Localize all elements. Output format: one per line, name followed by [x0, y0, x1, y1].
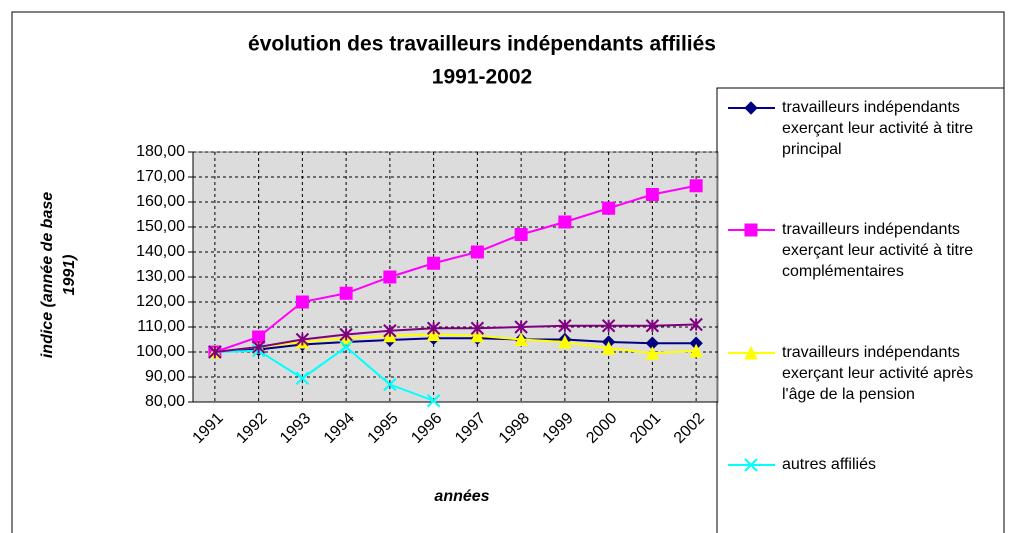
series-line: [214, 323, 697, 353]
marker: [645, 319, 660, 333]
marker: [470, 328, 485, 343]
legend-label: travailleurs indépendants exerçant leur …: [782, 344, 974, 403]
marker: [689, 179, 703, 193]
y-tick-label: 170,00: [136, 168, 185, 185]
marker: [383, 324, 397, 338]
y-tick-label: 130,00: [136, 268, 185, 285]
y-tick-label: 140,00: [136, 243, 185, 260]
marker: [645, 188, 659, 201]
marker: [383, 377, 397, 392]
marker: [383, 270, 397, 284]
series-line: [214, 184, 697, 353]
marker: [426, 321, 441, 335]
legend-marker: [744, 345, 758, 360]
series-line: [214, 333, 697, 355]
y-axis-label: indice (année de base: [39, 192, 56, 358]
legend-label: travailleurs indépendants exerçant leur …: [782, 99, 974, 158]
chart-title: évolution des travailleurs indépendants …: [248, 33, 716, 56]
marker: [514, 320, 528, 334]
marker: [208, 345, 222, 359]
marker: [426, 394, 441, 408]
marker: [645, 346, 660, 360]
marker: [602, 201, 616, 215]
marker: [295, 371, 310, 385]
legend-box: [716, 87, 1005, 533]
marker: [689, 343, 703, 358]
marker: [558, 215, 572, 229]
marker: [558, 334, 572, 349]
marker: [339, 327, 353, 342]
y-tick-label: 80,00: [145, 393, 185, 410]
series-line: [214, 337, 697, 353]
marker: [427, 256, 441, 270]
marker: [470, 245, 484, 259]
marker: [470, 321, 485, 335]
legend-marker: [744, 458, 758, 472]
chart-subtitle: 1991-2002: [432, 66, 532, 89]
marker: [514, 332, 528, 346]
y-tick-label: 100,00: [136, 343, 185, 360]
legend-label: autres affiliés: [782, 456, 876, 473]
y-tick-label: 90,00: [145, 368, 185, 385]
plot-area: [192, 151, 719, 403]
y-tick-label: 160,00: [136, 193, 185, 210]
x-axis-label: années: [434, 488, 489, 505]
marker: [426, 327, 441, 341]
y-tick-label: 180,00: [136, 143, 185, 160]
marker: [339, 286, 353, 300]
marker: [514, 228, 528, 241]
marker: [339, 340, 353, 354]
marker: [251, 340, 266, 354]
marker: [295, 295, 309, 309]
legend-label: travailleurs indépendants exerçant leur …: [782, 221, 974, 280]
marker: [558, 319, 572, 333]
legend-marker: [744, 223, 758, 237]
legend-marker: [744, 101, 758, 115]
y-tick-label: 110,00: [137, 318, 185, 335]
marker: [601, 319, 616, 333]
marker: [295, 332, 310, 347]
y-axis-label: 1991): [61, 255, 78, 296]
marker: [689, 317, 703, 332]
marker: [601, 341, 616, 355]
y-tick-label: 120,00: [136, 293, 185, 310]
series-line: [214, 345, 434, 402]
y-tick-label: 150,00: [136, 218, 185, 235]
